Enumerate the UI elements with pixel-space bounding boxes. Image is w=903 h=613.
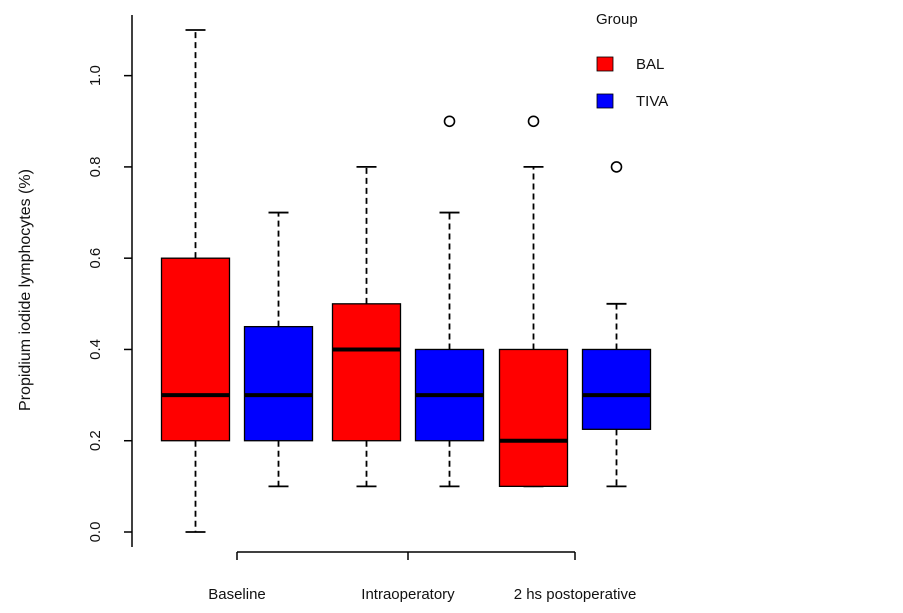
iqr-box xyxy=(581,348,652,430)
y-tick-label: 0.0 xyxy=(87,522,104,543)
y-tick-label: 0.4 xyxy=(87,339,104,360)
box-tiva-3 xyxy=(581,161,652,488)
y-tick-label: 1.0 xyxy=(87,65,104,86)
outlier-point xyxy=(443,115,456,128)
iqr-box xyxy=(160,257,231,442)
box-tiva-1 xyxy=(243,211,314,488)
iqr-box xyxy=(331,303,402,442)
legend-swatch-bal xyxy=(596,56,614,72)
iqr-box xyxy=(498,348,569,488)
iqr-box xyxy=(243,325,314,442)
x-tick-label: 2 hs postoperative xyxy=(514,586,637,603)
legend-title: Group xyxy=(596,11,638,28)
y-tick-label: 0.8 xyxy=(87,156,104,177)
box-tiva-2 xyxy=(414,115,485,488)
box-bal-3 xyxy=(498,115,569,488)
legend: Group BAL TIVA xyxy=(596,11,668,110)
legend-swatch-tiva xyxy=(596,93,614,109)
legend-label-tiva: TIVA xyxy=(636,93,668,110)
legend-label-bal: BAL xyxy=(636,56,664,73)
y-tick-label: 0.6 xyxy=(87,248,104,269)
axes: 0.0 0.2 0.4 0.6 0.8 1.0 Baseline Intraoperatory… xyxy=(87,15,636,603)
y-axis-label: Propidium iodide lymphocytes (%) xyxy=(17,169,34,411)
y-tick-label: 0.2 xyxy=(87,430,104,451)
outlier-point xyxy=(610,161,623,173)
box-bal-1 xyxy=(160,29,231,533)
outlier-point xyxy=(527,115,540,128)
x-tick-label: Baseline xyxy=(208,586,266,603)
box-bal-2 xyxy=(331,166,402,488)
x-tick-label: Intraoperatory xyxy=(361,586,455,603)
boxes xyxy=(160,29,652,533)
